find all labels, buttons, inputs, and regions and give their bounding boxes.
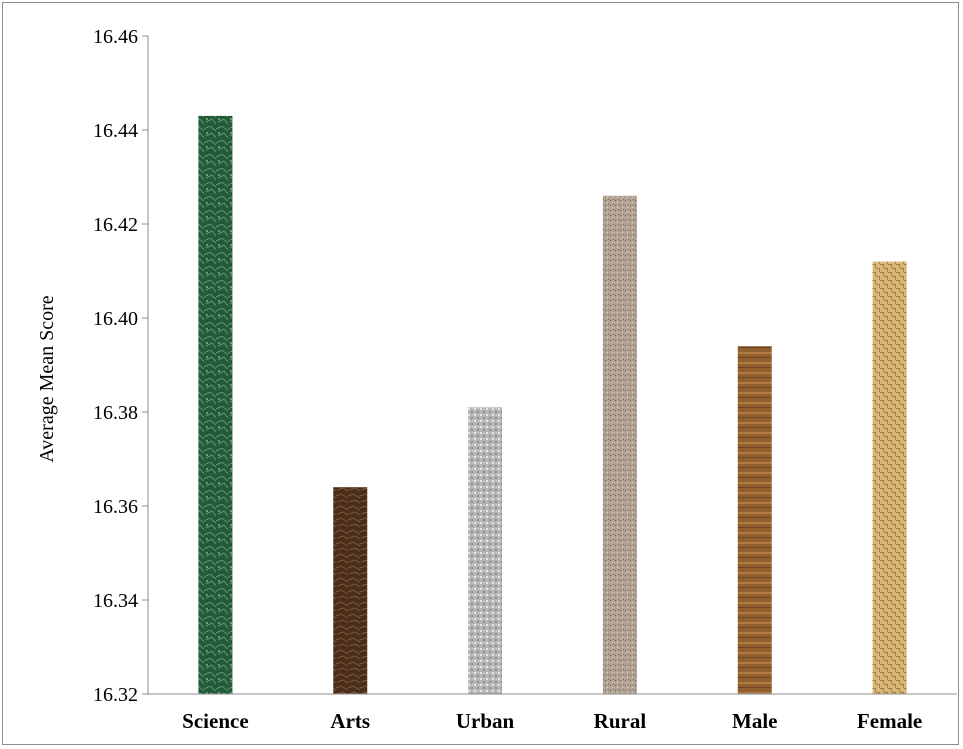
x-category-label: Female (857, 709, 922, 733)
bar-science (198, 115, 233, 694)
x-axis: Science Arts Urban Rural Male Female (148, 693, 957, 733)
x-category-label: Arts (330, 709, 370, 733)
x-category-label: Male (732, 709, 777, 733)
y-tick-label: 16.38 (93, 402, 138, 424)
y-tick-label: 16.34 (93, 590, 138, 612)
bar-rural (602, 195, 637, 695)
bar-female (872, 261, 907, 694)
x-category-label: Rural (594, 709, 647, 733)
y-axis-title: Average Mean Score (36, 295, 58, 462)
y-tick-label: 16.46 (93, 26, 138, 48)
bar-arts (333, 487, 368, 694)
y-axis: 16.32 16.34 16.36 16.38 16.40 16.42 16.44 16.46 (93, 26, 149, 706)
bars (198, 115, 907, 695)
x-category-label: Urban (456, 709, 515, 733)
y-tick-label: 16.40 (93, 308, 138, 330)
y-tick-label: 16.42 (93, 214, 138, 236)
y-tick-label: 16.32 (93, 684, 138, 706)
bar-male (737, 346, 772, 694)
x-category-label: Science (182, 709, 248, 733)
y-tick-label: 16.36 (93, 496, 138, 518)
bar-urban (468, 407, 503, 694)
y-tick-label: 16.44 (93, 120, 138, 142)
